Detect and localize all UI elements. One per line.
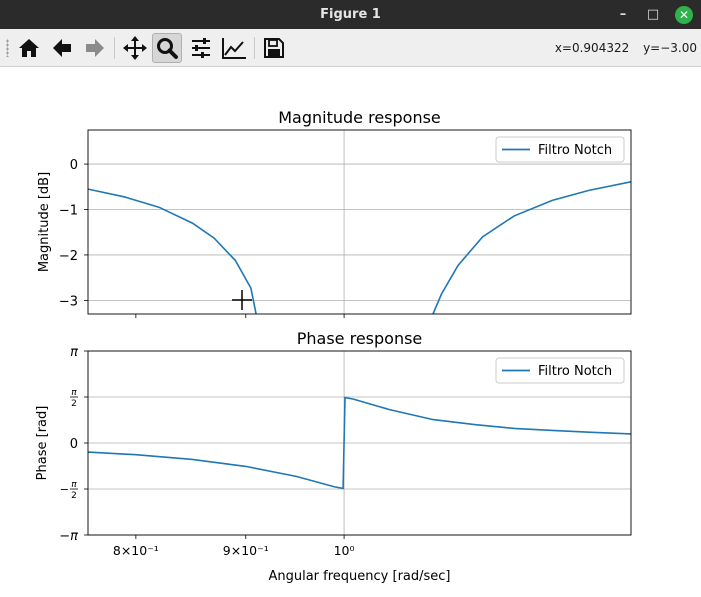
y-tick-label: π [70, 345, 78, 360]
legend-label: Filtro Notch [538, 364, 612, 379]
cursor-coordinates: x=0.904322 y=−3.00 [545, 41, 697, 55]
navigation-toolbar: x=0.904322 y=−3.00 [0, 29, 701, 67]
y-tick-label: 0 [70, 158, 78, 173]
legend-box [495, 357, 625, 384]
save-button[interactable] [259, 33, 289, 63]
window-title: Figure 1 [320, 7, 381, 22]
magnifier-icon [157, 38, 178, 59]
window-controls: – □ ✕ [615, 0, 693, 29]
axes-title: Magnitude response [278, 108, 441, 127]
toolbar-separator [114, 37, 115, 59]
minimize-icon[interactable]: – [619, 7, 627, 22]
y-tick-label: −1 [59, 204, 78, 219]
y-tick-label: −π [59, 529, 78, 544]
configure-subplots-button[interactable] [186, 33, 216, 63]
toolbar-separator [254, 37, 255, 59]
fraction-numerator: π [71, 388, 77, 398]
x-axis-label: Angular frequency [rad/sec] [268, 569, 450, 584]
zoom-button[interactable] [152, 33, 182, 63]
y-axis-label: Magnitude [dB] [37, 172, 52, 272]
back-button[interactable] [47, 33, 77, 63]
close-icon[interactable]: ✕ [675, 5, 693, 24]
forward-button[interactable] [80, 33, 110, 63]
fraction-sign: − [60, 483, 69, 496]
arrow-left-icon [53, 39, 71, 57]
y-tick-label: π2 [70, 388, 78, 409]
edit-axes-button[interactable] [219, 33, 249, 63]
sliders-icon [192, 38, 210, 58]
toolbar-grip[interactable] [6, 39, 9, 57]
x-tick-label: 9×10⁻¹ [223, 543, 269, 558]
maximize-icon[interactable]: □ [646, 7, 660, 22]
y-axis-label: Phase [rad] [35, 406, 50, 481]
y-tick-label: 0 [70, 437, 78, 452]
axes-title: Phase response [297, 329, 423, 348]
y-tick-label: −2 [59, 249, 78, 264]
y-tick-label: π2− [60, 480, 78, 501]
pan-button[interactable] [120, 33, 150, 63]
cursor-y-readout: y=−3.00 [643, 41, 697, 55]
fraction-denominator: 2 [71, 399, 77, 409]
fraction-numerator: π [71, 480, 77, 490]
series-line-filtro-notch [88, 396, 631, 490]
arrow-right-icon [86, 39, 104, 57]
x-tick-label: 8×10⁻¹ [113, 543, 159, 558]
move-icon [123, 36, 147, 60]
window-titlebar: Figure 1 – □ ✕ [0, 0, 701, 29]
home-icon [19, 39, 39, 57]
legend-label: Filtro Notch [538, 143, 612, 158]
line-chart-icon [222, 38, 246, 59]
legend-box [495, 136, 625, 163]
crosshair-cursor-icon [232, 290, 252, 310]
home-button[interactable] [14, 33, 44, 63]
x-tick-label: 10⁰ [334, 543, 355, 558]
axes-frame[interactable] [87, 129, 632, 315]
series-line-filtro-notch [88, 181, 631, 314]
y-tick-label: −3 [59, 294, 78, 309]
floppy-disk-icon [264, 38, 284, 58]
cursor-x-readout: x=0.904322 [554, 41, 630, 55]
figure-canvas[interactable]: 0 −1 −2 −3 Magnitude response Magnitude [dB] F… [0, 66, 701, 593]
fraction-denominator: 2 [71, 491, 77, 501]
axes-frame[interactable] [87, 350, 632, 536]
